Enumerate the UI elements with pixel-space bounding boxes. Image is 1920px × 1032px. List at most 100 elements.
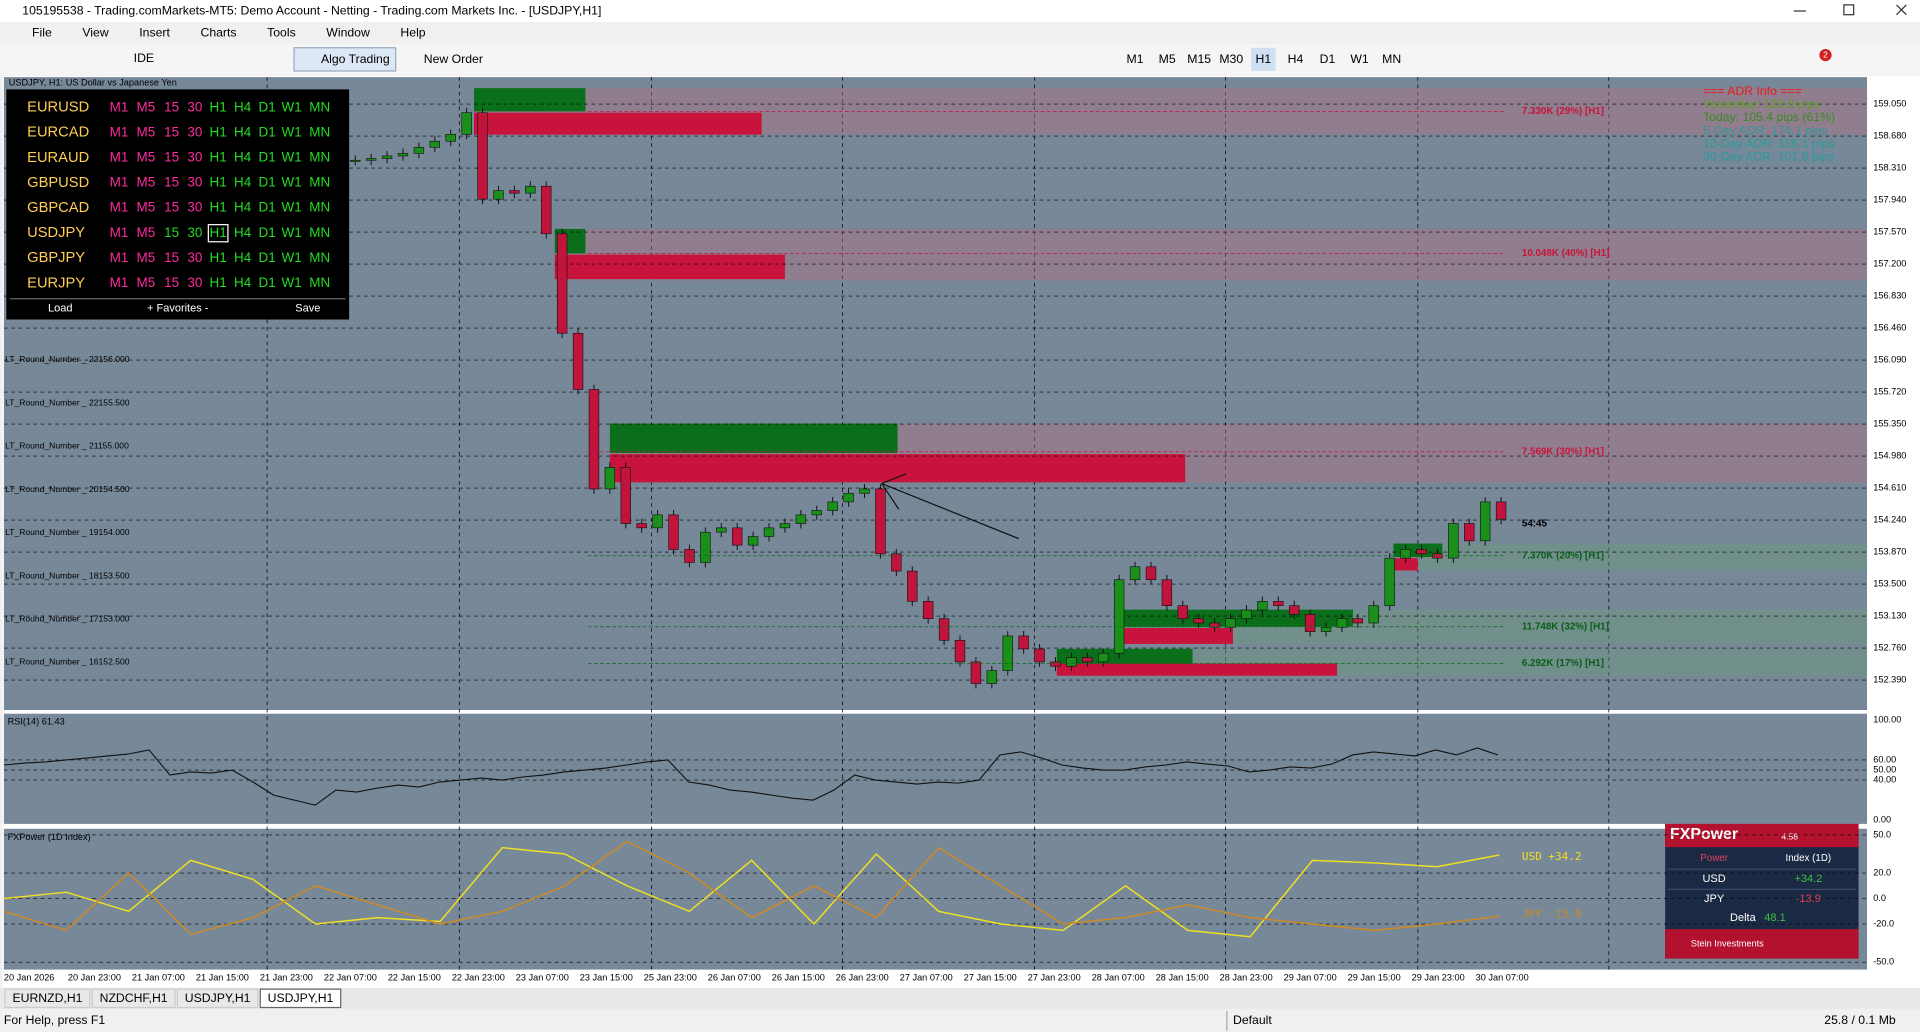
tf-cell[interactable]: M5 (137, 175, 156, 190)
tf-cell[interactable]: 15 (164, 149, 179, 164)
tf-cell[interactable]: 15 (164, 250, 179, 265)
tf-button[interactable]: M15 (1187, 52, 1211, 66)
tf-cell[interactable]: W1 (281, 175, 301, 190)
tf-cell[interactable]: D1 (259, 124, 276, 139)
tf-cell[interactable]: H4 (234, 275, 252, 290)
symbol[interactable]: EURCAD (27, 125, 89, 141)
menu-item[interactable]: Tools (267, 25, 296, 39)
tf-cell[interactable]: H1 (210, 99, 227, 114)
tf-cell[interactable]: M1 (110, 124, 129, 139)
tf-cell[interactable]: W1 (281, 99, 301, 114)
tf-cell[interactable]: 30 (187, 200, 202, 215)
tf-button[interactable]: M1 (1127, 52, 1144, 66)
tf-cell[interactable]: M1 (110, 250, 129, 265)
tab-bg[interactable] (176, 988, 259, 1009)
tf-cell[interactable]: 30 (187, 124, 202, 139)
tf-cell[interactable]: H4 (234, 175, 252, 190)
tf-cell[interactable]: 15 (164, 225, 179, 240)
algo-button[interactable]: Algo Trading (321, 52, 390, 66)
tf-cell[interactable]: 15 (164, 200, 179, 215)
tf-cell[interactable]: M5 (137, 200, 156, 215)
tf-cell[interactable]: MN (309, 175, 330, 190)
tf-button[interactable]: D1 (1320, 52, 1336, 66)
symbol[interactable]: EURUSD (27, 100, 89, 116)
tab[interactable]: USDJPY,H1 (268, 991, 334, 1005)
load-button[interactable]: Load (48, 302, 72, 314)
tf-cell[interactable]: MN (309, 275, 330, 290)
window-controls[interactable] (1793, 4, 1907, 16)
tf-cell[interactable]: M5 (137, 124, 156, 139)
tf-cell[interactable]: 30 (187, 149, 202, 164)
tf-cell[interactable]: M1 (110, 200, 129, 215)
menu-item[interactable]: View (82, 25, 108, 39)
tf-cell[interactable]: M1 (110, 175, 129, 190)
tf-cell[interactable]: D1 (259, 225, 276, 240)
tf-cell[interactable]: H4 (234, 99, 252, 114)
tf-cell[interactable]: M5 (137, 225, 156, 240)
tf-cell[interactable]: M1 (110, 275, 129, 290)
tab[interactable]: EURNZD,H1 (12, 991, 82, 1005)
tf-button[interactable]: W1 (1350, 52, 1369, 66)
tf-cell[interactable]: MN (309, 124, 330, 139)
tf-cell[interactable]: D1 (259, 275, 276, 290)
tab-bg[interactable] (91, 988, 176, 1009)
tf-cell[interactable]: 30 (187, 175, 202, 190)
symbol[interactable]: EURJPY (27, 275, 85, 291)
tf-cell[interactable]: M1 (110, 225, 129, 240)
tf-cell[interactable]: H4 (234, 149, 252, 164)
tf-cell[interactable]: MN (309, 225, 330, 240)
tf-cell[interactable]: H1 (210, 200, 227, 215)
tf-cell[interactable]: W1 (281, 124, 301, 139)
tf-cell[interactable]: H1 (210, 175, 227, 190)
symbol[interactable]: GBPUSD (27, 175, 89, 191)
tf-cell[interactable]: W1 (281, 149, 301, 164)
tf-cell[interactable]: W1 (281, 225, 301, 240)
tf-cell[interactable]: MN (309, 200, 330, 215)
menu-item[interactable]: Window (326, 25, 370, 39)
symbol[interactable]: EURAUD (27, 150, 89, 166)
tf-cell[interactable]: H1 (210, 275, 227, 290)
tf-button[interactable]: H4 (1288, 52, 1304, 66)
order-button[interactable]: New Order (424, 52, 483, 66)
tf-button[interactable]: MN (1382, 52, 1401, 66)
symbol[interactable]: USDJPY (27, 225, 85, 241)
tf-cell[interactable]: MN (309, 99, 330, 114)
tf-cell[interactable]: 15 (164, 275, 179, 290)
tf-cell[interactable]: 30 (187, 225, 202, 240)
tab-bg[interactable] (259, 988, 342, 1009)
tf-button[interactable]: M30 (1219, 52, 1243, 66)
tf-cell[interactable]: M1 (110, 149, 129, 164)
tf-button[interactable]: M5 (1159, 52, 1176, 66)
tf-cell[interactable]: 30 (187, 99, 202, 114)
tf-cell[interactable]: M5 (137, 149, 156, 164)
menu-item[interactable]: Help (400, 25, 425, 39)
tf-cell[interactable]: M1 (110, 99, 129, 114)
tf-cell[interactable]: M5 (137, 275, 156, 290)
tf-button[interactable]: H1 (1256, 52, 1272, 66)
tf-cell[interactable]: D1 (259, 250, 276, 265)
favorites[interactable]: + Favorites - (147, 302, 209, 314)
menu-item[interactable]: Insert (139, 25, 170, 39)
tf-cell[interactable]: M5 (137, 99, 156, 114)
tf-cell[interactable]: D1 (259, 99, 276, 114)
tf-cell[interactable]: H4 (234, 124, 252, 139)
tf-cell[interactable]: M5 (137, 250, 156, 265)
tab[interactable]: USDJPY,H1 (185, 991, 251, 1005)
tf-cell[interactable]: W1 (281, 250, 301, 265)
symbol[interactable]: GBPJPY (27, 250, 85, 266)
tf-cell[interactable]: W1 (281, 275, 301, 290)
tf-cell[interactable]: MN (309, 149, 330, 164)
tf-cell[interactable]: 15 (164, 175, 179, 190)
tf-cell[interactable]: D1 (259, 175, 276, 190)
tf-cell[interactable]: H1 (210, 149, 227, 164)
tf-cell[interactable]: H4 (234, 250, 252, 265)
menu-item[interactable]: File (32, 25, 52, 39)
save-button[interactable]: Save (295, 302, 320, 314)
tf-cell[interactable]: D1 (259, 149, 276, 164)
ide-button[interactable]: IDE (134, 51, 154, 65)
tf-cell[interactable]: H4 (234, 225, 252, 240)
symbol[interactable]: GBPCAD (27, 200, 89, 216)
tab[interactable]: NZDCHF,H1 (100, 991, 168, 1005)
tf-cell[interactable]: 15 (164, 124, 179, 139)
tf-cell[interactable]: MN (309, 250, 330, 265)
